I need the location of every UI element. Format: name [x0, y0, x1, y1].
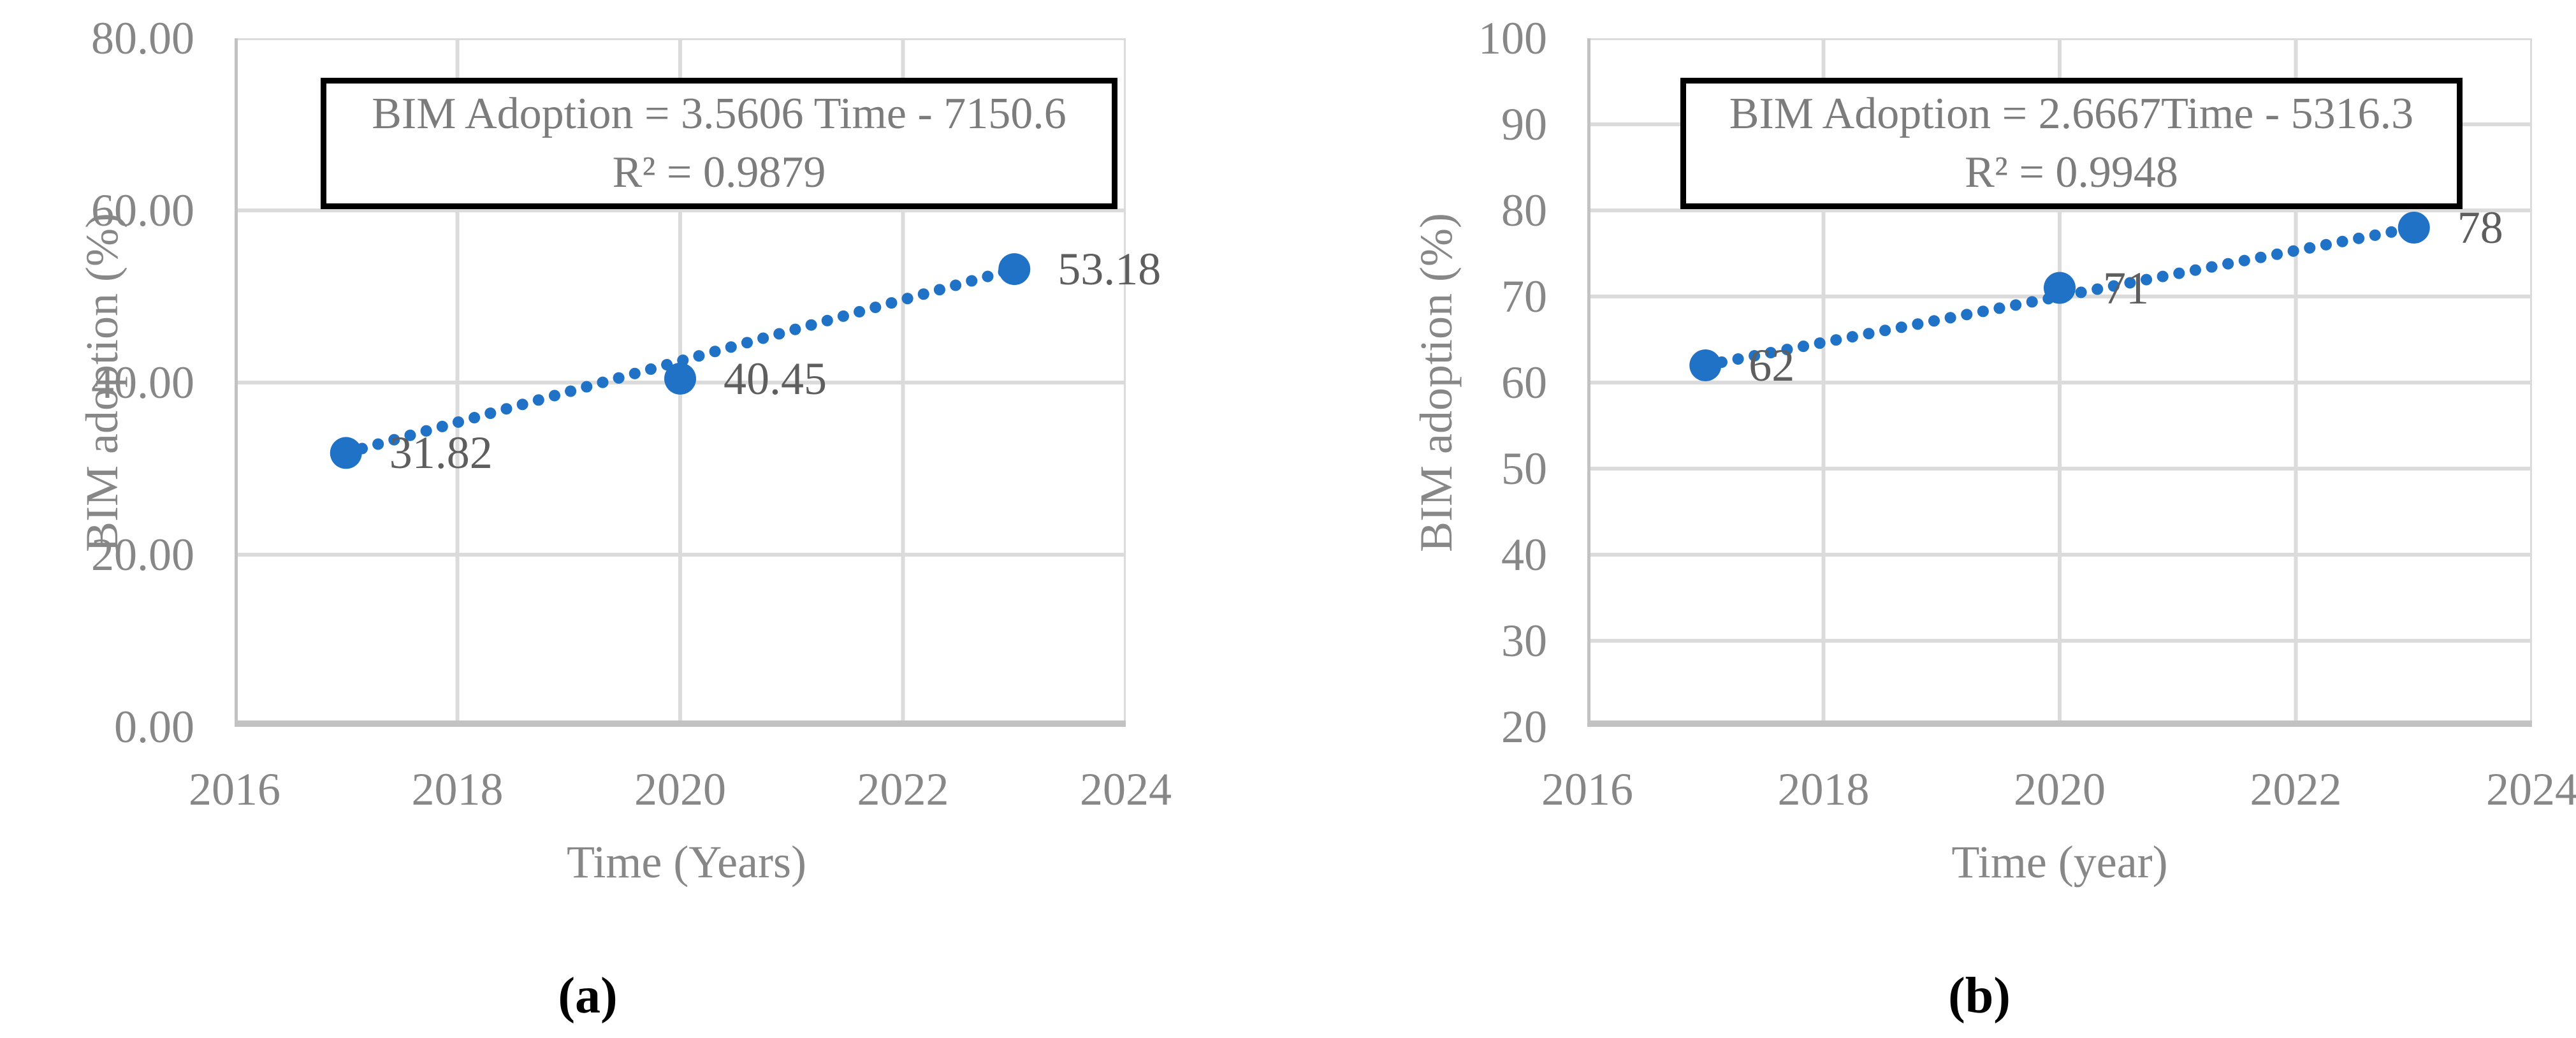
data-point-label: 31.82 — [389, 427, 493, 479]
x-axis-tick-label: 2016 — [1541, 764, 1633, 815]
data-point — [330, 437, 362, 469]
y-axis-tick-label: 100 — [1478, 13, 1547, 64]
data-point — [2044, 272, 2076, 304]
y-axis-tick-label: 0.00 — [114, 701, 194, 752]
y-axis-tick-label: 60 — [1501, 357, 1547, 408]
dotted-trendline — [340, 263, 1021, 459]
y-axis-tick-label: 70 — [1501, 271, 1547, 322]
y-axis-tick-label: 40.00 — [91, 357, 194, 408]
chart-canvas — [1587, 38, 2532, 727]
r-squared-value: R² = 0.9948 — [1965, 148, 2178, 197]
x-axis-tick-label: 2020 — [2014, 764, 2106, 815]
y-axis-tick-label: 80.00 — [91, 13, 194, 64]
x-axis-tick-label: 2018 — [411, 764, 504, 815]
x-axis-tick-label: 2024 — [2486, 764, 2576, 815]
y-axis-tick-label: 30 — [1501, 615, 1547, 666]
data-point — [1689, 349, 1722, 381]
x-axis-tick-label: 2022 — [2250, 764, 2342, 815]
y-axis-tick-label: 20 — [1501, 701, 1547, 752]
panel-caption: (a) — [558, 968, 618, 1024]
data-point-label: 53.18 — [1058, 244, 1161, 295]
trendline-equation: BIM Adoption = 3.5606 Time - 7150.6 — [372, 89, 1066, 138]
x-axis-tick-label: 2016 — [189, 764, 280, 815]
trendline-equation: BIM Adoption = 2.6667Time - 5316.3 — [1729, 89, 2414, 138]
data-point-label: 71 — [2103, 262, 2149, 314]
x-axis-tick-label: 2018 — [1777, 764, 1870, 815]
chart-panel-b: BIM adoption (%) BIM Adoption = 2.6667Ti… — [1288, 0, 2576, 1038]
y-axis-tick-label: 20.00 — [91, 529, 194, 580]
x-axis-tick-label: 2022 — [857, 764, 949, 815]
y-axis-tick-label: 40 — [1501, 529, 1547, 580]
data-point — [2398, 212, 2430, 244]
chart-panel-a: BIM adoption (%) BIM Adoption = 3.5606 T… — [76, 13, 1172, 1024]
data-point-label: 78 — [2457, 202, 2503, 253]
trendline-equation-box: BIM Adoption = 2.6667Time - 5316.3 R² = … — [1680, 78, 2463, 209]
y-axis-tick-label: 90 — [1501, 99, 1547, 150]
data-point-label: 40.45 — [724, 353, 827, 404]
y-axis-tick-label: 80 — [1501, 185, 1547, 236]
data-point-label: 62 — [1749, 340, 1795, 391]
y-axis-tick-label: 60.00 — [91, 185, 194, 236]
x-axis-tick-label: 2020 — [634, 764, 726, 815]
panel-caption: (b) — [1948, 968, 2011, 1024]
trendline-equation-box: BIM Adoption = 3.5606 Time - 7150.6 R² =… — [321, 78, 1117, 209]
x-axis-tick-label: 2024 — [1080, 764, 1172, 815]
x-axis-title: Time (year) — [1951, 837, 2168, 888]
x-axis-title: Time (Years) — [566, 837, 807, 888]
data-point — [998, 253, 1031, 286]
data-point — [664, 362, 696, 395]
r-squared-value: R² = 0.9879 — [612, 148, 826, 197]
y-axis-tick-label: 50 — [1501, 443, 1547, 494]
